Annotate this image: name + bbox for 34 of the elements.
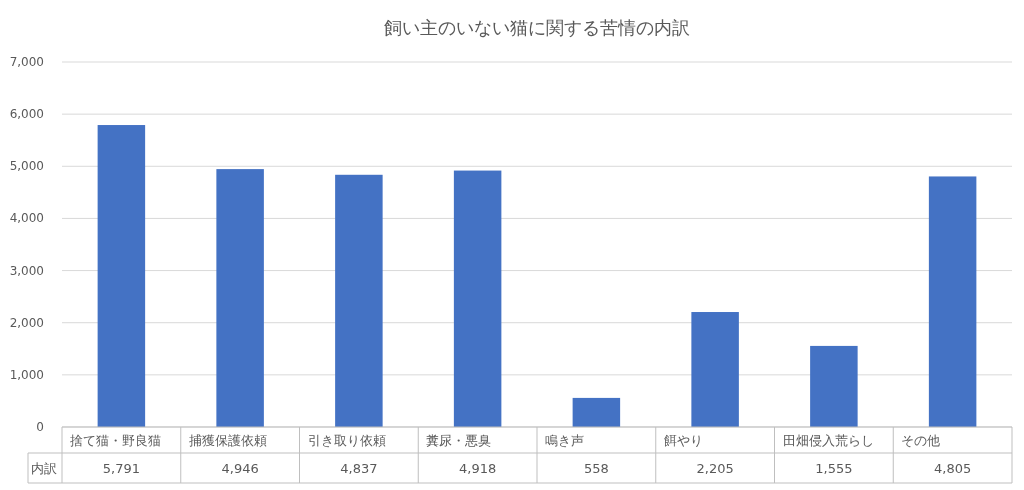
bar bbox=[216, 169, 264, 427]
text: 内訳 bbox=[31, 461, 57, 476]
bar bbox=[453, 170, 502, 427]
x-tick-label: その他 bbox=[901, 433, 941, 448]
y-tick-label: 4,000 bbox=[9, 211, 44, 226]
bar bbox=[810, 345, 858, 427]
y-tick-label: 2,000 bbox=[9, 315, 44, 330]
bar bbox=[691, 312, 739, 427]
x-tick-label: 鳴き声 bbox=[545, 433, 584, 448]
y-tick-label: 0 bbox=[36, 420, 44, 434]
data-label: 5,791 bbox=[102, 461, 140, 476]
data-label: 4,946 bbox=[221, 461, 259, 476]
data-label: 4,805 bbox=[934, 461, 972, 476]
x-tick-label: 田畑侵入荒らし bbox=[782, 433, 874, 448]
x-tick-label: 引き取り依頼 bbox=[307, 433, 386, 448]
y-tick-label: 1,000 bbox=[9, 367, 44, 382]
bar bbox=[928, 176, 977, 427]
data-label: 4,918 bbox=[459, 461, 497, 476]
x-tick-label: 糞尿・悪臭 bbox=[426, 433, 492, 448]
bar bbox=[335, 174, 383, 427]
x-tick-label: 捨て猫・野良猫 bbox=[70, 433, 161, 448]
bar bbox=[572, 397, 621, 427]
y-tick-label: 3,000 bbox=[9, 263, 44, 278]
y-tick-label: 5,000 bbox=[9, 159, 44, 174]
chart-title: 飼い主のいない猫に関する苦情の内訳 bbox=[384, 17, 690, 38]
data-label: 4,837 bbox=[340, 461, 378, 476]
data-label: 2,205 bbox=[696, 461, 734, 476]
y-tick-label: 7,000 bbox=[9, 55, 44, 69]
x-tick-label: 餌やり bbox=[663, 433, 703, 448]
x-tick-label: 捕獲保護依頼 bbox=[188, 433, 267, 448]
bar bbox=[97, 125, 146, 427]
data-label: 558 bbox=[583, 461, 609, 476]
data-label: 1,555 bbox=[815, 461, 853, 476]
y-tick-label: 6,000 bbox=[9, 107, 44, 122]
